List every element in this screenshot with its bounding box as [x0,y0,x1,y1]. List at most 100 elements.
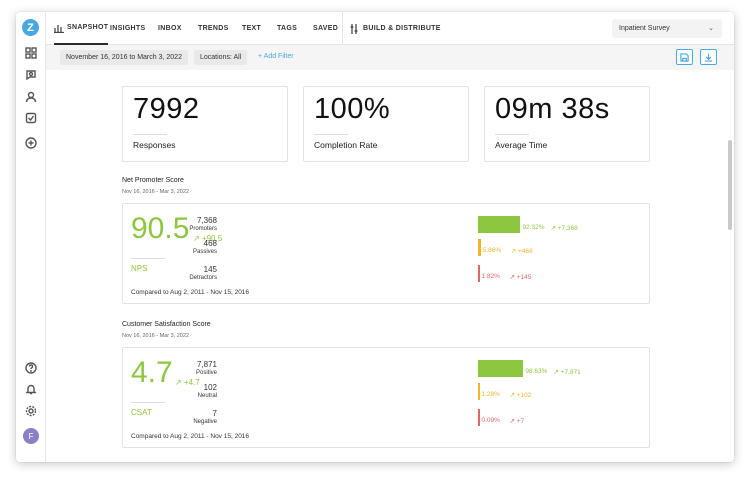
tab-snapshot[interactable]: SNAPSHOT [54,12,109,45]
tab-text[interactable]: TEXT [242,25,262,32]
trend-up-icon: ↗ [509,392,517,399]
breakdown-delta: ↗ +145 [510,273,532,281]
csat-divider [131,402,165,403]
save-button[interactable] [676,49,693,65]
breakdown-count: 7 [212,409,217,418]
tab-tags[interactable]: TAGS [277,25,298,32]
main-content: 7992 Responses 100% Completion Rate 09m … [46,70,734,462]
tab-snapshot-label: SNAPSHOT [67,24,109,31]
nps-score: 90.5 [131,212,190,245]
nps-compare: Compared to Aug 2, 2011 - Nov 15, 2016 [131,289,250,296]
nps-label: NPS [131,264,148,273]
breakdown-delta-value: +102 [516,392,532,399]
app-window: Z F SNAPSHOT INSIGHTS [16,12,734,462]
csat-label: CSAT [131,408,152,417]
csat-score-card: 4.7 ↗ +4.7 CSAT Compared to Aug 2, 2011 … [122,347,650,448]
breakdown-bar [478,265,480,282]
csat-delta-value: +4.7 [183,378,200,387]
breakdown-percent: 98.63% [525,368,548,375]
breakdown-count: 102 [203,383,217,392]
stat-value: 100% [314,93,391,125]
help-icon[interactable] [24,361,38,375]
nav-divider [342,12,343,45]
tab-saved[interactable]: SAVED [313,25,339,32]
bell-icon[interactable] [24,382,38,396]
breakdown-percent: 5.86% [482,247,502,254]
trend-up-icon: ↗ [553,369,561,376]
stat-value: 09m 38s [495,93,610,125]
csat-delta: ↗ +4.7 [175,378,200,387]
left-rail: Z F [16,12,46,462]
breakdown-bar [478,216,521,233]
breakdown-label: Positive [195,370,217,376]
breakdown-count: 145 [203,265,217,274]
bar-chart-icon [54,24,64,33]
sliders-icon [350,23,358,34]
nps-delta: ↗ +90.5 [193,234,223,243]
breakdown-delta-value: +7 [516,418,525,425]
filter-bar: November 16, 2016 to March 3, 2022 Locat… [46,45,734,70]
locations-filter[interactable]: Locations: All [194,50,248,65]
breakdown-percent: 0.09% [481,417,500,424]
breakdown-label: Negative [193,419,217,425]
stat-card-completion-rate: 100% Completion Rate [303,86,469,162]
breakdown-delta-value: +468 [517,248,533,255]
breakdown-delta: ↗ +7,871 [553,368,580,376]
csat-score: 4.7 [131,356,173,389]
nps-delta-value: +90.5 [201,234,223,243]
nps-section-date: Nov 16, 2016 - Mar 3, 2022 [122,189,189,195]
dashboard-icon[interactable] [24,46,38,60]
add-filter-link[interactable]: + Add Filter [258,53,294,60]
save-icon [680,52,689,62]
add-icon[interactable] [24,136,38,150]
breakdown-percent: 1.28% [481,391,500,398]
breakdown-count: 7,871 [196,360,217,369]
scrollbar[interactable] [728,140,732,230]
stat-divider [314,134,348,135]
chevron-down-icon: ⌄ [708,25,714,32]
breakdown-bar [478,383,480,400]
breakdown-bar [478,360,524,377]
download-button[interactable] [700,49,717,65]
stat-divider [133,134,167,135]
nps-divider [131,258,165,259]
breakdown-delta: ↗ +468 [511,247,533,255]
tab-insights[interactable]: INSIGHTS [110,25,146,32]
breakdown-delta-value: +7,368 [557,225,578,232]
tab-inbox[interactable]: INBOX [158,25,182,32]
breakdown-delta-value: +145 [516,274,532,281]
breakdown-bar [478,409,480,426]
csat-section-title: Customer Satisfaction Score [122,321,211,328]
user-icon[interactable] [24,90,38,104]
breakdown-bar [478,239,481,256]
survey-select-value: Inpatient Survey [619,25,670,32]
stat-label: Responses [133,140,176,150]
settings-icon[interactable] [24,404,38,418]
stat-label: Completion Rate [314,140,378,150]
breakdown-count: 468 [203,239,217,248]
breakdown-label: Detractors [189,275,217,281]
csat-section-date: Nov 16, 2016 - Mar 3, 2022 [122,333,189,339]
app-logo[interactable]: Z [22,19,39,36]
avatar[interactable]: F [23,428,39,444]
tab-build-distribute[interactable]: BUILD & DISTRIBUTE [350,12,441,45]
breakdown-delta: ↗ +102 [510,391,532,399]
breakdown-label: Neutral [197,393,217,399]
trend-up-icon: ↗ [550,225,558,232]
task-check-icon[interactable] [24,111,38,125]
breakdown-count: 7,368 [196,216,217,225]
tab-build-label: BUILD & DISTRIBUTE [363,25,441,32]
survey-select[interactable]: Inpatient Survey ⌄ [612,19,722,38]
breakdown-label: Passives [192,249,217,255]
csat-compare: Compared to Aug 2, 2011 - Nov 15, 2016 [131,433,250,440]
tab-trends[interactable]: TRENDS [198,25,229,32]
stat-label: Average Time [495,140,548,150]
date-range-filter[interactable]: November 16, 2016 to March 3, 2022 [60,50,188,65]
chat-search-icon[interactable] [24,68,38,82]
download-icon [704,53,713,62]
nps-section-title: Net Promoter Score [122,177,184,184]
breakdown-percent: 1.82% [481,273,500,280]
stat-value: 7992 [133,93,200,125]
breakdown-delta: ↗ +7 [510,417,525,425]
stat-card-average-time: 09m 38s Average Time [484,86,650,162]
